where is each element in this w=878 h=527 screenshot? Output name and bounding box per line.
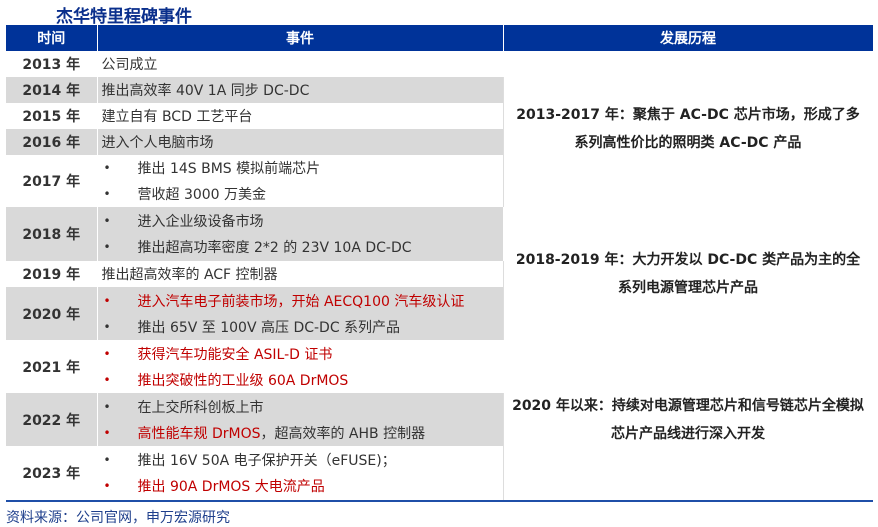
history-cell: 2018-2019 年：大力开发以 DC-DC 类产品为主的全系列电源管理芯片产… <box>502 207 874 340</box>
event-cell: 公司成立 <box>97 51 504 77</box>
bullet-icon: • <box>103 187 111 201</box>
event-item: 建立自有 BCD 工艺平台 <box>102 103 503 129</box>
year-cell: 2017 年 <box>6 155 98 207</box>
year-cell: 2020 年 <box>6 287 98 340</box>
bullet-icon: • <box>103 214 111 228</box>
event-text: 高性能车规 DrMOS <box>137 425 261 442</box>
table-row: 2019 年推出超高效率的 ACF 控制器 <box>6 261 873 287</box>
year-cell: 2023 年 <box>6 446 98 500</box>
table-row: 2023 年 • 推出 16V 50A 电子保护开关（eFUSE)； • 推出 90A … <box>6 446 873 500</box>
bullet-icon: • <box>103 425 111 440</box>
event-text: 推出 16V 50A 电子保护开关（eFUSE)； <box>137 453 396 469</box>
event-text: 进入汽车电子前装市场，开始 AECQ100 汽车级认证 <box>137 293 465 310</box>
event-text: 推出超高功率密度 2*2 的 23V 10A DC-DC <box>137 240 412 256</box>
year-cell: 2015 年 <box>6 103 98 129</box>
event-text: 推出突破性的工业级 60A DrMOS <box>137 372 349 389</box>
source-note: 资料来源：公司官网，申万宏源研究 <box>6 510 230 526</box>
table-row: 2018 年 • 进入企业级设备市场 • 推出超高功率密度 2*2 的 23V 10A … <box>6 207 874 340</box>
bullet-icon: • <box>103 372 111 387</box>
event-cell: • 进入汽车电子前装市场，开始 AECQ100 汽车级认证 • 推出 65V 至 10… <box>97 287 504 340</box>
table-row: 2020 年 • 进入汽车电子前装市场，开始 AECQ100 汽车级认证 • 推出 65… <box>6 287 873 340</box>
event-cell: • 推出 14S BMS 模拟前端芯片 • 营收超 3000 万美金 <box>97 155 504 207</box>
event-item: 公司成立 <box>102 51 503 77</box>
bullet-icon: • <box>103 161 111 175</box>
year-cell: 2016 年 <box>6 129 98 155</box>
event-text: 推出 65V 至 100V 高压 DC-DC 系列产品 <box>137 319 401 336</box>
bullet-icon: • <box>103 319 111 334</box>
event-text: 进入企业级设备市场 <box>137 214 264 230</box>
event-item: • 推出超高功率密度 2*2 的 23V 10A DC-DC <box>102 234 503 260</box>
table-row: 2021 年 • 获得汽车功能安全 ASIL-D 证书 • 推出突破性的工业级 60A … <box>6 340 874 500</box>
table-row: 2014 年推出高效率 40V 1A 同步 DC-DC <box>6 77 873 103</box>
bullet-icon: • <box>103 346 111 361</box>
bullet-icon: • <box>103 453 111 467</box>
table-row: 2017 年 • 推出 14S BMS 模拟前端芯片 • 营收超 3000 万美金 <box>6 155 873 207</box>
table-row: 2015 年建立自有 BCD 工艺平台 <box>6 103 873 129</box>
event-text: 进入个人电脑市场 <box>101 135 214 151</box>
milestone-table: 时间 事件 发展历程 2013 年公司成立 2013-2017 年：聚焦于 AC-… <box>6 25 874 500</box>
event-text: 建立自有 BCD 工艺平台 <box>101 109 253 125</box>
header-event: 事件 <box>97 25 504 51</box>
event-item: • 在上交所科创板上市 <box>102 394 503 420</box>
event-item: • 推出 16V 50A 电子保护开关（eFUSE)； <box>102 447 503 473</box>
header-history: 发展历程 <box>503 25 874 51</box>
event-item: 推出超高效率的 ACF 控制器 <box>102 261 503 287</box>
event-cell: • 推出 16V 50A 电子保护开关（eFUSE)； • 推出 90A DrMOS … <box>97 446 504 500</box>
table-row: 2016 年进入个人电脑市场 <box>6 129 873 155</box>
event-item: • 营收超 3000 万美金 <box>102 181 503 207</box>
event-text: 在上交所科创板上市 <box>137 399 264 416</box>
event-cell: 推出超高效率的 ACF 控制器 <box>97 261 504 287</box>
year-cell: 2021 年 <box>6 340 98 393</box>
event-text: ，超高效率的 AHB 控制器 <box>260 425 426 442</box>
year-cell: 2013 年 <box>6 51 98 77</box>
event-cell: 推出高效率 40V 1A 同步 DC-DC <box>97 77 504 103</box>
table-row: 2022 年 • 在上交所科创板上市 • 高性能车规 DrMOS ，超高效率的 AHB 控… <box>6 393 873 446</box>
year-cell: 2019 年 <box>6 261 98 287</box>
event-item: • 高性能车规 DrMOS ，超高效率的 AHB 控制器 <box>102 420 503 446</box>
history-cell: 2013-2017 年：聚焦于 AC-DC 芯片市场，形成了多系列高性价比的照明… <box>502 51 874 207</box>
page-title: 杰华特里程碑事件 <box>56 7 192 27</box>
event-cell: • 进入企业级设备市场 • 推出超高功率密度 2*2 的 23V 10A DC-DC <box>97 207 504 261</box>
event-cell: • 获得汽车功能安全 ASIL-D 证书 • 推出突破性的工业级 60A DrMOS <box>97 340 504 393</box>
bullet-icon: • <box>103 240 111 254</box>
history-cell: 2020 年以来：持续对电源管理芯片和信号链芯片全模拟芯片产品线进行深入开发 <box>502 340 874 500</box>
bullet-icon: • <box>103 399 111 414</box>
event-text: 推出 90A DrMOS 大电流产品 <box>137 479 325 495</box>
year-cell: 2018 年 <box>6 207 98 261</box>
event-item: • 推出 90A DrMOS 大电流产品 <box>102 473 503 499</box>
event-item: 推出高效率 40V 1A 同步 DC-DC <box>102 77 503 103</box>
event-item: • 获得汽车功能安全 ASIL-D 证书 <box>102 341 503 367</box>
year-cell: 2022 年 <box>6 393 98 446</box>
event-item: • 进入企业级设备市场 <box>102 208 503 234</box>
year-cell: 2014 年 <box>6 77 98 103</box>
event-text: 获得汽车功能安全 ASIL-D 证书 <box>137 346 333 363</box>
event-item: • 推出 65V 至 100V 高压 DC-DC 系列产品 <box>102 314 503 340</box>
table-row: 2013 年公司成立 2013-2017 年：聚焦于 AC-DC 芯片市场，形成了… <box>6 51 874 207</box>
bullet-icon: • <box>103 479 111 493</box>
header-time: 时间 <box>6 25 98 51</box>
event-text: 推出高效率 40V 1A 同步 DC-DC <box>101 83 310 99</box>
event-text: 推出超高效率的 ACF 控制器 <box>101 267 278 283</box>
event-text: 营收超 3000 万美金 <box>137 187 267 203</box>
event-text: 公司成立 <box>101 57 158 73</box>
event-item: 进入个人电脑市场 <box>102 129 503 155</box>
event-item: • 进入汽车电子前装市场，开始 AECQ100 汽车级认证 <box>102 288 503 314</box>
event-text: 推出 14S BMS 模拟前端芯片 <box>137 161 321 177</box>
event-item: • 推出突破性的工业级 60A DrMOS <box>102 367 503 393</box>
event-cell: 建立自有 BCD 工艺平台 <box>97 103 504 129</box>
event-item: • 推出 14S BMS 模拟前端芯片 <box>102 155 503 181</box>
event-cell: 进入个人电脑市场 <box>97 129 504 155</box>
bullet-icon: • <box>103 293 111 308</box>
event-cell: • 在上交所科创板上市 • 高性能车规 DrMOS ，超高效率的 AHB 控制器 <box>97 393 504 446</box>
bottom-rule <box>6 500 873 502</box>
